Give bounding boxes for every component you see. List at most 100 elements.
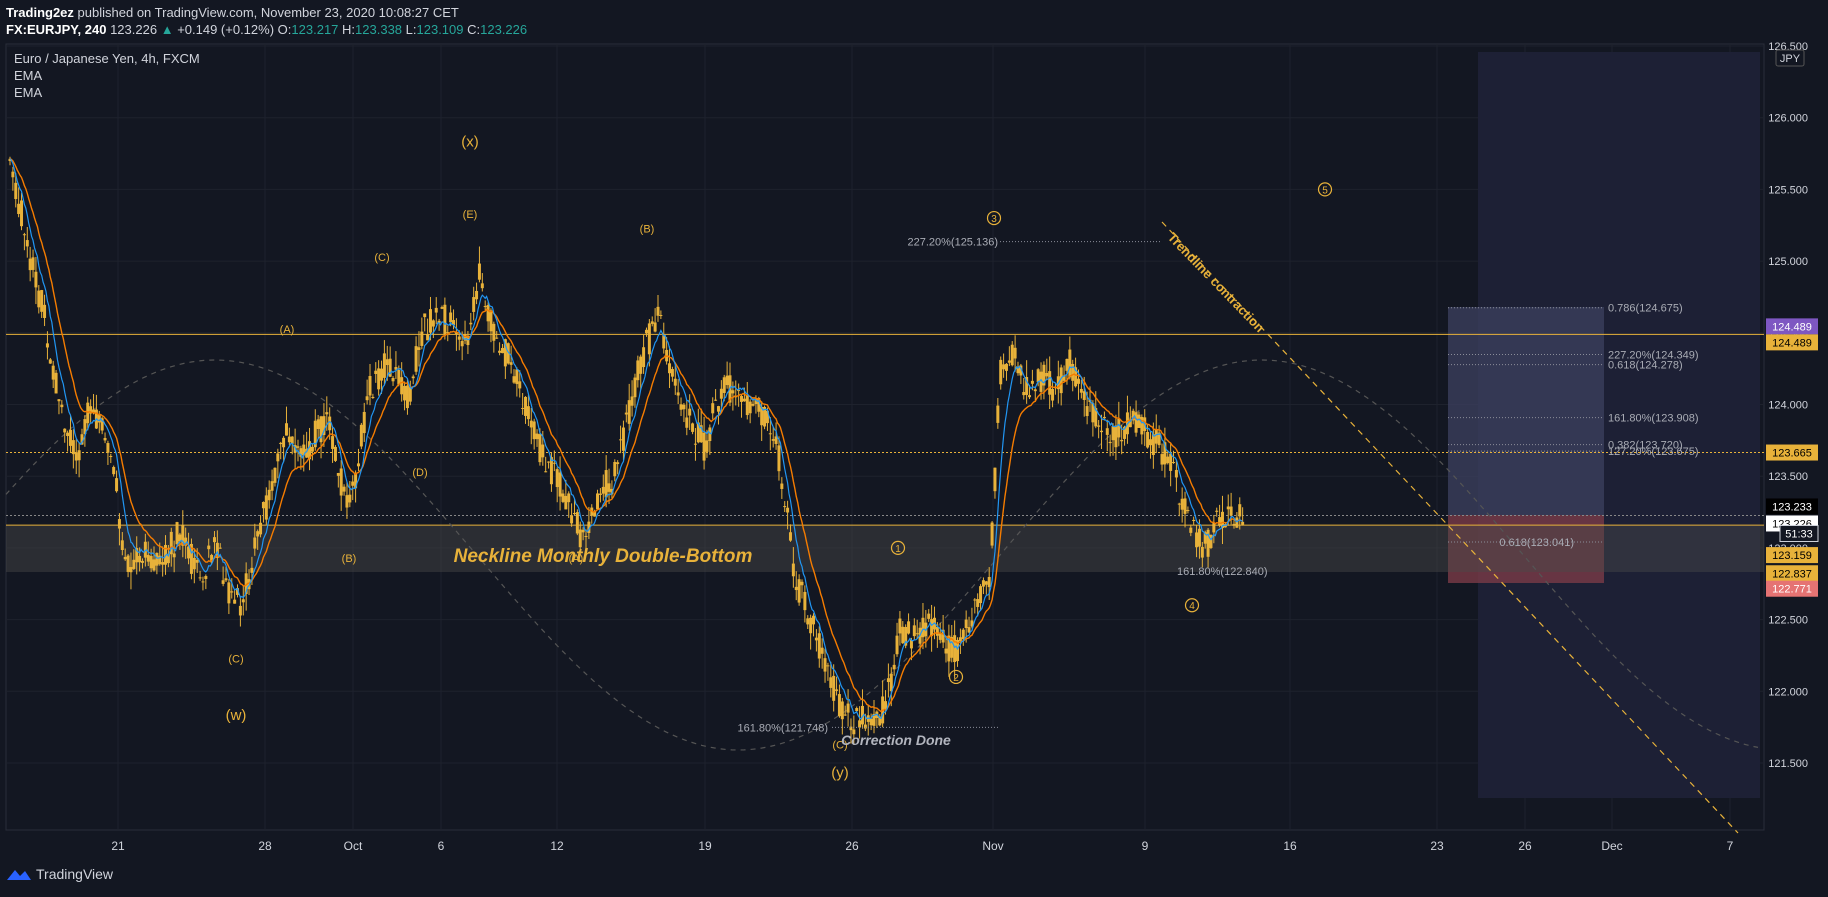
candle-body	[279, 442, 283, 445]
legend-ema-2[interactable]: EMA	[14, 85, 43, 100]
candle-body	[909, 640, 913, 649]
fib-label: 0.618(124.278)	[1608, 360, 1683, 372]
candle-body	[653, 322, 657, 332]
candle-body	[855, 708, 859, 712]
price-axis[interactable]: 126.500126.000125.500125.000124.500124.0…	[1766, 41, 1819, 770]
wave-label: (x)	[461, 133, 479, 150]
candle-body	[1100, 430, 1104, 433]
candle-body	[394, 367, 398, 370]
candle-body	[512, 376, 516, 383]
candle-body	[878, 716, 882, 726]
candle-body	[973, 599, 977, 601]
candle-body	[518, 381, 522, 389]
candle-body	[751, 403, 755, 406]
candle-body	[149, 555, 153, 569]
candle-body	[961, 629, 965, 640]
trendline-annotation: Trendline contraction	[1165, 230, 1268, 336]
y-tick-label: 124.000	[1768, 399, 1808, 411]
price-label-text: 123.233	[1772, 501, 1812, 513]
candle-body	[1192, 519, 1196, 522]
candle-body	[428, 309, 432, 333]
candle-body	[584, 535, 588, 537]
candle-body	[92, 409, 96, 413]
legend-ema-1[interactable]: EMA	[14, 68, 43, 83]
candle-body	[313, 420, 317, 448]
candle-body	[886, 678, 890, 683]
candle-body	[812, 615, 816, 625]
candle-body	[521, 407, 525, 409]
candle-body	[256, 531, 260, 537]
publisher[interactable]: Trading2ez	[6, 5, 74, 20]
candle-body	[702, 432, 706, 461]
candle-body	[659, 315, 663, 317]
candle-body	[1062, 375, 1066, 381]
candle-body	[120, 540, 124, 551]
candle-body	[374, 370, 378, 374]
candle-body	[377, 368, 381, 390]
candle-body	[976, 599, 980, 607]
candle-body	[308, 441, 312, 460]
candle-body	[987, 576, 991, 588]
candle-body	[241, 599, 245, 603]
candle-body	[446, 332, 450, 334]
candle-body	[351, 481, 355, 486]
candle-body	[1206, 529, 1210, 557]
candle-body	[912, 625, 916, 637]
candle-body	[475, 290, 479, 300]
low-label: L:	[405, 22, 417, 37]
candle-body	[639, 356, 643, 374]
y-tick-label: 122.500	[1768, 615, 1808, 627]
price-label-box	[1766, 334, 1818, 351]
header-bar: Trading2ez published on TradingView.com,…	[6, 4, 527, 38]
candle-body	[1105, 428, 1109, 435]
countdown-text: 51:33	[1785, 528, 1813, 540]
x-tick-label: 28	[258, 839, 272, 853]
candle-body	[1114, 425, 1118, 448]
brand-footer[interactable]: TradingView	[6, 866, 113, 882]
currency-box[interactable]	[1775, 49, 1805, 67]
legend-title[interactable]: Euro / Japanese Yen, 4h, FXCM	[14, 51, 200, 66]
candle-body	[302, 444, 306, 456]
symbol[interactable]: FX:EURJPY, 240	[6, 22, 107, 37]
candle-body	[524, 396, 528, 416]
candle-body	[837, 694, 841, 717]
candle-body	[48, 359, 52, 364]
candle-body	[1195, 532, 1199, 548]
candle-body	[593, 511, 597, 517]
candle-body	[238, 605, 242, 616]
candle-body	[233, 599, 237, 604]
candle-body	[333, 446, 337, 461]
candle-body	[400, 377, 404, 395]
time-axis[interactable]: 21 28 Oct 6 12 19 26 Nov 9 16 23 26 Dec 7	[111, 839, 1733, 853]
candle-body	[670, 369, 674, 377]
candle-body	[1074, 367, 1078, 387]
candle-body	[316, 419, 320, 429]
candle-body	[938, 633, 942, 640]
candle-body	[495, 337, 499, 339]
candle-body	[354, 473, 358, 489]
candle-body	[1209, 534, 1213, 548]
candle-body	[146, 554, 150, 562]
price-change: +0.149 (+0.12%)	[177, 22, 275, 37]
candle-body	[282, 437, 286, 448]
candles	[8, 156, 1245, 746]
fib-label: 0.618(123.041)	[1499, 537, 1574, 549]
candle-body	[469, 322, 473, 325]
candle-body	[169, 531, 173, 555]
candle-body	[1229, 506, 1233, 516]
candle-body	[1189, 527, 1193, 533]
close-label: C:	[467, 22, 481, 37]
candle-body	[737, 390, 741, 392]
candle-body	[1218, 517, 1222, 526]
candle-body	[693, 443, 697, 445]
candle-body	[1002, 364, 1006, 370]
candle-body	[1033, 389, 1037, 392]
neckline-annotation: Neckline Monthly Double-Bottom	[454, 546, 753, 567]
candle-body	[578, 529, 582, 548]
candle-body	[1232, 523, 1236, 526]
candle-body	[80, 434, 84, 445]
candle-body	[829, 677, 833, 688]
candle-body	[676, 392, 680, 396]
candle-body	[791, 563, 795, 577]
